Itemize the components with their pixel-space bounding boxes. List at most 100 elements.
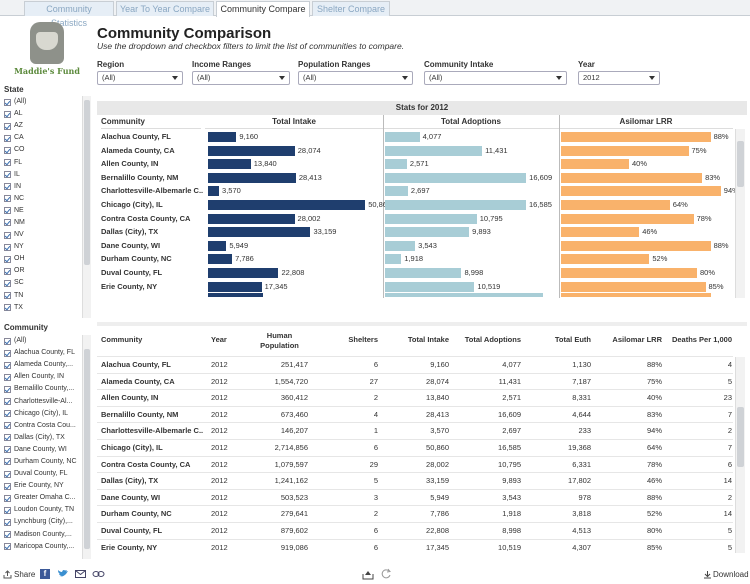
table-header-cell[interactable]: Community <box>101 335 143 344</box>
chart-row[interactable]: Durham County, NC 7,786 1,918 52% <box>97 252 733 266</box>
chart-row[interactable]: Dallas (City), TX 33,159 9,893 46% <box>97 225 733 239</box>
state-checkbox-item[interactable]: NC <box>4 193 92 205</box>
checkbox-checked-icon[interactable] <box>4 122 11 130</box>
checkbox-checked-icon[interactable] <box>4 134 11 142</box>
table-header-cell[interactable]: Year <box>211 335 227 344</box>
checkbox-checked-icon[interactable] <box>4 410 11 418</box>
share-label[interactable]: Share <box>14 570 36 579</box>
chart-bar-adoptions[interactable] <box>385 186 408 197</box>
chart-row[interactable]: Charlottesville-Albemarle C.. 3,570 2,697 9… <box>97 184 739 198</box>
chart-bar-lrr[interactable] <box>561 132 711 142</box>
table-row[interactable]: Charlottesville-Albemarle C.. 2012 146,207… <box>97 422 733 439</box>
chart-bar-lrr[interactable] <box>561 268 697 278</box>
community-checkbox-item[interactable]: Alameda County,... <box>4 359 92 371</box>
link-icon[interactable] <box>92 569 106 579</box>
community-checkbox-item[interactable]: (All) <box>4 335 92 347</box>
community-checkbox-item[interactable]: Loudon County, TN <box>4 504 92 516</box>
table-header-cell[interactable]: Shelters <box>348 335 378 344</box>
state-checkbox-item[interactable]: NV <box>4 229 92 241</box>
state-checkbox-item[interactable]: SC <box>4 277 92 289</box>
community-checkbox-item[interactable]: Chicago (City), IL <box>4 408 92 420</box>
chart-bar-lrr[interactable] <box>561 159 629 170</box>
state-checkbox-item[interactable]: IL <box>4 169 92 181</box>
chart-bar-lrr[interactable] <box>561 240 711 251</box>
chart-row[interactable]: Duval County, FL 22,808 8,998 80% <box>97 266 733 280</box>
chart-bar-intake[interactable] <box>208 200 366 210</box>
chart-bar-adoptions[interactable] <box>385 172 527 183</box>
community-checkbox-item[interactable]: Madison County,... <box>4 529 92 541</box>
chart-scrollbar[interactable] <box>735 129 745 298</box>
checkbox-checked-icon[interactable] <box>4 292 11 300</box>
chart-bar-intake[interactable] <box>208 240 227 251</box>
table-row[interactable]: Erie County, NY 2012 919,086 6 17,345 10,519 4… <box>97 538 733 556</box>
region-dropdown[interactable]: (All) <box>97 71 183 85</box>
checkbox-checked-icon[interactable] <box>4 422 11 430</box>
chart-bar-lrr[interactable] <box>561 227 640 238</box>
state-checkbox-item[interactable]: OR <box>4 265 92 277</box>
chart-bar-adoptions[interactable] <box>385 227 470 238</box>
checkbox-checked-icon[interactable] <box>4 518 11 526</box>
scrollbar-thumb[interactable] <box>84 100 90 265</box>
chart-bar-lrr[interactable] <box>561 254 650 265</box>
chart-bar-intake[interactable] <box>208 281 262 292</box>
community-checkbox-item[interactable]: Dallas (City), TX <box>4 432 92 444</box>
checkbox-checked-icon[interactable] <box>4 171 11 179</box>
table-row[interactable]: Dallas (City), TX 2012 1,241,162 5 33,159 9,8… <box>97 472 733 489</box>
scrollbar-thumb[interactable] <box>84 349 90 549</box>
community-checkbox-item[interactable]: Lynchburg (City),... <box>4 516 92 528</box>
community-checkbox-item[interactable]: Durham County, NC <box>4 456 92 468</box>
table-header-cell[interactable]: Total Intake <box>407 335 449 344</box>
chart-bar-intake[interactable] <box>208 213 295 224</box>
scrollbar-thumb[interactable] <box>737 407 744 467</box>
facebook-icon[interactable]: f <box>40 569 50 579</box>
chart-bar-lrr[interactable] <box>561 186 721 197</box>
chart-bar-adoptions[interactable] <box>385 200 526 210</box>
chart-bar-intake[interactable] <box>208 172 296 183</box>
table-row[interactable]: Chicago (City), IL 2012 2,714,856 6 50,860 16… <box>97 439 733 456</box>
checkbox-checked-icon[interactable] <box>4 470 11 478</box>
state-checkbox-item[interactable]: (All) <box>4 96 92 108</box>
chart-bar-intake[interactable] <box>208 159 251 170</box>
state-checkbox-item[interactable]: NY <box>4 241 92 253</box>
community-checkbox-item[interactable]: Contra Costa Cou... <box>4 420 92 432</box>
state-checkbox-item[interactable]: NM <box>4 217 92 229</box>
table-scrollbar[interactable] <box>735 357 745 553</box>
chart-bar-adoptions[interactable] <box>385 145 483 156</box>
chart-bar-adoptions[interactable] <box>385 132 420 142</box>
chart-row[interactable]: Alameda County, CA 28,074 11,431 75% <box>97 144 733 158</box>
tab-community-statistics[interactable]: Community Statistics <box>24 1 114 28</box>
checkbox-checked-icon[interactable] <box>4 543 11 551</box>
chart-bar-intake[interactable] <box>208 132 237 142</box>
share-icon[interactable] <box>3 570 12 579</box>
state-checkbox-item[interactable]: AL <box>4 108 92 120</box>
table-row[interactable]: Duval County, FL 2012 879,602 6 22,808 8,998 4… <box>97 522 733 539</box>
state-list-scrollbar[interactable] <box>82 96 91 318</box>
download-label[interactable]: Download <box>713 570 749 579</box>
table-header-cell[interactable]: Total Adoptions <box>464 335 521 344</box>
community-checkbox-item[interactable]: Alachua County, FL <box>4 347 92 359</box>
chart-row[interactable]: Alachua County, FL 9,160 4,077 88% <box>97 130 733 144</box>
table-row[interactable]: Dane County, WI 2012 503,523 3 5,949 3,543 978… <box>97 488 733 506</box>
checkbox-checked-icon[interactable] <box>4 219 11 227</box>
tab-year-to-year-compare[interactable]: Year To Year Compare <box>116 1 214 16</box>
checkbox-checked-icon[interactable] <box>4 231 11 239</box>
table-row[interactable]: Alachua County, FL 2012 251,417 6 9,160 4,077… <box>97 356 733 373</box>
table-row[interactable]: Durham County, NC 2012 279,641 2 7,786 1,918 3… <box>97 505 733 522</box>
state-checkbox-item[interactable]: IN <box>4 181 92 193</box>
table-header-cell[interactable]: Asilomar LRR <box>612 335 662 344</box>
twitter-icon[interactable] <box>57 569 69 579</box>
state-checkbox-item[interactable]: TX <box>4 302 92 314</box>
checkbox-checked-icon[interactable] <box>4 183 11 191</box>
state-checkbox-item[interactable]: AZ <box>4 120 92 132</box>
community-checkbox-item[interactable]: Maricopa County,... <box>4 541 92 553</box>
chart-row[interactable]: Bernalillo County, NM 28,413 16,609 83% <box>97 171 733 185</box>
state-checkbox-item[interactable]: NE <box>4 205 92 217</box>
checkbox-checked-icon[interactable] <box>4 255 11 263</box>
checkbox-checked-icon[interactable] <box>4 146 11 154</box>
scrollbar-thumb[interactable] <box>737 141 744 187</box>
community-checkbox-item[interactable]: Bernalillo County,... <box>4 383 92 395</box>
chart-bar-intake[interactable] <box>208 254 233 265</box>
chart-bar-intake[interactable] <box>208 145 295 156</box>
state-checkbox-item[interactable]: CA <box>4 132 92 144</box>
community-checkbox-item[interactable]: Allen County, IN <box>4 371 92 383</box>
